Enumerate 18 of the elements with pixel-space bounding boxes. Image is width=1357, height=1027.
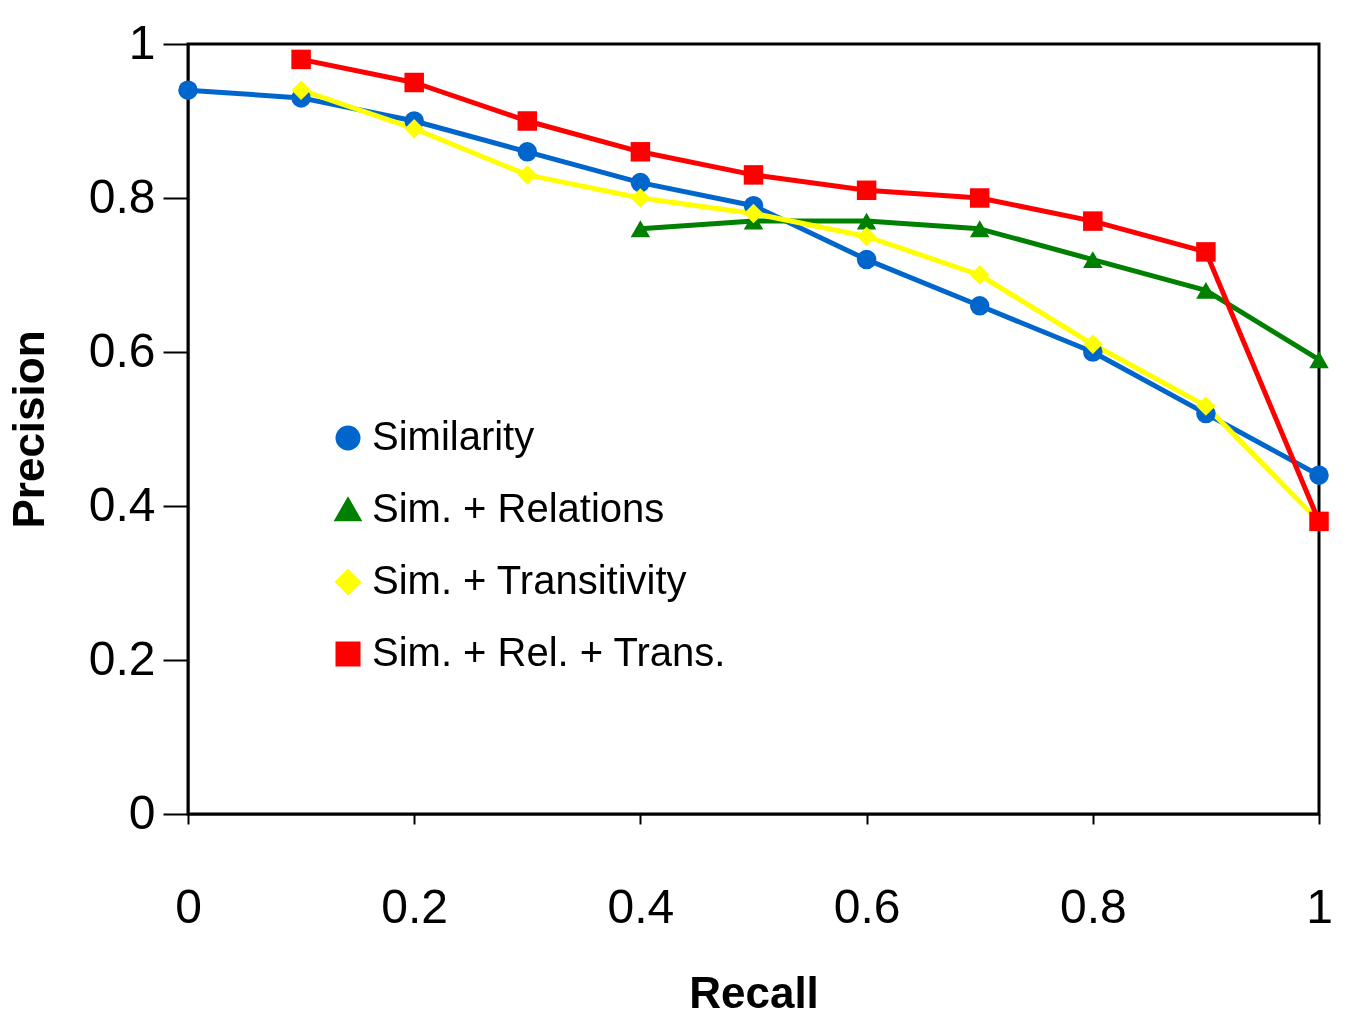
y-tick-label: 0.8 <box>88 169 156 223</box>
x-tick-label: 0.8 <box>1059 879 1127 933</box>
legend-label: Similarity <box>372 414 535 458</box>
x-tick-label: 0.4 <box>607 879 675 933</box>
x-axis-title: Recall <box>689 967 819 1017</box>
x-tick-label: 0 <box>175 879 202 933</box>
legend-label: Sim. + Relations <box>372 486 665 530</box>
y-tick-label: 0 <box>128 785 156 839</box>
y-tick-label: 1 <box>128 15 156 69</box>
x-tick-label: 0.2 <box>381 879 449 933</box>
y-tick-label: 0.2 <box>88 631 156 685</box>
legend-label: Sim. + Rel. + Trans. <box>372 630 726 674</box>
y-tick-label: 0.6 <box>88 323 156 377</box>
y-tick-label: 0.4 <box>88 477 156 531</box>
y-axis-title: Precision <box>3 330 53 529</box>
x-tick-label: 0.6 <box>833 879 901 933</box>
x-tick-label: 1 <box>1306 879 1333 933</box>
legend-label: Sim. + Transitivity <box>372 558 687 602</box>
